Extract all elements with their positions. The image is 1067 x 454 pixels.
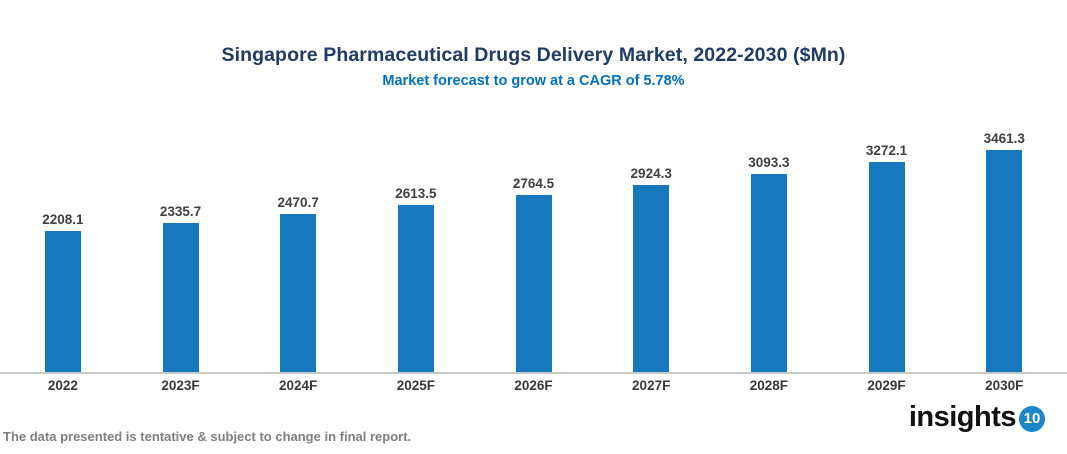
bar-value-label: 2924.3 — [630, 166, 672, 181]
bar-2024F — [280, 214, 317, 373]
bar-2025F — [397, 205, 434, 373]
x-axis-label-2026F: 2026F — [514, 378, 553, 393]
x-axis-label-2028F: 2028F — [749, 378, 788, 393]
bar-2026F — [515, 195, 552, 373]
logo-badge-10: 10 — [1019, 405, 1045, 432]
bar-column-2024F: 2470.7 — [239, 120, 357, 373]
x-axis-label-2025F: 2025F — [396, 378, 435, 393]
chart-header: Singapore Pharmaceutical Drugs Delivery … — [0, 44, 1067, 89]
chart-title: Singapore Pharmaceutical Drugs Delivery … — [221, 44, 846, 66]
x-axis-line — [0, 372, 1067, 374]
bar-2028F — [750, 174, 787, 373]
x-axis-labels: 2022 2023F 2024F 2025F 2026F 2027F 2028F 2029F 2… — [4, 378, 1063, 393]
bar-2029F — [868, 162, 905, 373]
bar-value-label: 2764.5 — [512, 176, 555, 191]
bar-2027F — [633, 185, 670, 373]
bar-2023F — [162, 223, 199, 373]
bar-value-label: 3272.1 — [865, 143, 908, 158]
bar-value-label: 2613.5 — [395, 186, 437, 201]
bar-column-2023F: 2335.7 — [122, 120, 240, 373]
x-axis-label-2022: 2022 — [47, 378, 78, 393]
bar-column-2027F: 2924.3 — [592, 120, 710, 373]
x-axis-label-2024F: 2024F — [279, 378, 318, 393]
x-axis-label-2029F: 2029F — [867, 378, 906, 393]
bar-2022 — [44, 231, 81, 373]
bar-2030F — [986, 150, 1023, 373]
bar-column-2030F: 3461.3 — [945, 120, 1063, 373]
x-axis-label-2027F: 2027F — [632, 378, 671, 393]
bar-value-label: 3093.3 — [748, 155, 790, 170]
insights10-logo: insights 10 — [909, 401, 1045, 434]
chart-subtitle: Market forecast to grow at a CAGR of 5.7… — [382, 73, 685, 89]
bar-value-label: 2208.1 — [42, 212, 84, 227]
bar-value-label: 2335.7 — [159, 204, 202, 219]
bar-value-label: 2470.7 — [277, 195, 319, 210]
bar-column-2022: 2208.1 — [4, 120, 122, 373]
bar-column-2028F: 3093.3 — [710, 120, 828, 373]
logo-wordmark: insights — [908, 401, 1017, 433]
disclaimer-text: The data presented is tentative & subjec… — [3, 429, 412, 444]
bar-column-2026F: 2764.5 — [475, 120, 593, 373]
bar-column-2025F: 2613.5 — [357, 120, 475, 373]
bar-value-label: 3461.3 — [983, 131, 1025, 146]
x-axis-label-2023F: 2023F — [161, 378, 200, 393]
x-axis-label-2030F: 2030F — [985, 378, 1024, 393]
bar-chart-plot-area: 2208.1 2335.7 2470.7 2613.5 2764.5 2924.3 3093… — [4, 120, 1063, 373]
bar-column-2029F: 3272.1 — [828, 120, 946, 373]
